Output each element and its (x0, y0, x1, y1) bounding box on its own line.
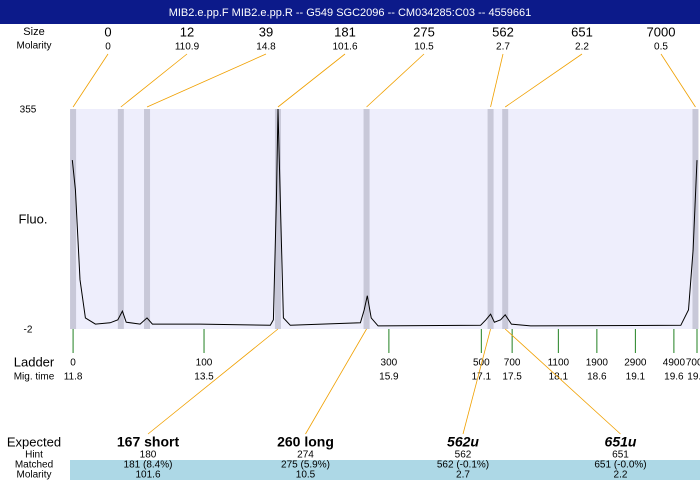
ladder-size: 300 (381, 358, 398, 369)
matched: 562 (-0.1%) (437, 460, 489, 471)
ladder-time: 11.8 (64, 372, 83, 383)
title-bar (0, 0, 700, 24)
hint: 562 (455, 450, 472, 461)
expected-label: 562u (447, 434, 479, 450)
peak-size: 0 (104, 24, 111, 39)
matched: 181 (8.4%) (124, 460, 173, 471)
peak-molarity: 10.5 (414, 42, 434, 53)
peak-band (274, 109, 281, 329)
expected-label: 167 short (117, 434, 180, 450)
peak-band (487, 109, 494, 329)
peak-band (117, 109, 124, 329)
ladder-size: 700 (504, 358, 521, 369)
row-label: Ladder (14, 354, 55, 369)
row-label: Matched (15, 460, 53, 471)
ladder-size: 100 (196, 358, 213, 369)
expected-link (462, 328, 491, 435)
ladder-size: 7000 (686, 358, 700, 369)
peak-molarity: 2.7 (496, 42, 510, 53)
hint: 180 (140, 450, 157, 461)
y-tick-label: -2 (24, 325, 33, 336)
peak-link (660, 53, 696, 108)
peak-size: 39 (259, 24, 273, 39)
row-label: Size (23, 26, 44, 38)
expected-molarity: 2.7 (456, 470, 470, 480)
title: MIB2.e.pp.F MIB2.e.pp.R -- G549 SGC2096 … (169, 7, 532, 19)
peak-molarity: 110.9 (175, 42, 200, 53)
ladder-size: 0 (70, 358, 76, 369)
ladder-size: 4900 (663, 358, 686, 369)
hint: 274 (297, 450, 314, 461)
peak-band (144, 109, 151, 329)
peak-size: 275 (413, 24, 435, 39)
expected-molarity: 2.2 (614, 470, 628, 480)
row-label: Expected (7, 434, 61, 449)
peak-size: 562 (492, 24, 514, 39)
y-tick-label: 355 (20, 105, 37, 116)
peak-molarity: 14.8 (256, 42, 276, 53)
expected-molarity: 101.6 (135, 470, 160, 480)
peak-band (692, 109, 699, 329)
row-label: Molarity (16, 470, 51, 480)
expected-link (305, 328, 367, 435)
peak-link (504, 53, 583, 108)
ladder-time: 18.6 (587, 372, 607, 383)
ladder-time: 19.9 (687, 372, 700, 383)
expected-label: 260 long (277, 434, 334, 450)
row-label: Fluo. (19, 211, 48, 226)
expected-link (504, 328, 621, 435)
peak-link (277, 53, 346, 108)
ladder-time: 19.6 (664, 372, 684, 383)
ladder-time: 13.5 (194, 372, 214, 383)
matched-band (70, 460, 700, 480)
row-label: Mig. time (14, 372, 55, 383)
peak-link (366, 53, 425, 108)
peak-molarity: 2.2 (575, 42, 589, 53)
row-label: Molarity (16, 41, 51, 52)
peak-molarity: 101.6 (332, 42, 357, 53)
trace (71, 108, 698, 327)
hint: 651 (612, 450, 629, 461)
ladder-time: 19.1 (626, 372, 646, 383)
ladder-time: 17.1 (472, 372, 492, 383)
ladder-size: 2900 (624, 358, 647, 369)
ladder-time: 17.5 (502, 372, 522, 383)
ladder-time: 15.9 (379, 372, 399, 383)
ladder-size: 1100 (548, 358, 570, 369)
peak-link (72, 53, 109, 108)
expected-label: 651u (605, 434, 637, 450)
peak-size: 12 (180, 24, 194, 39)
peak-band (70, 109, 77, 329)
peak-size: 651 (571, 24, 593, 39)
expected-molarity: 10.5 (296, 470, 316, 480)
ladder-size: 1900 (586, 358, 609, 369)
plot-area (70, 109, 697, 329)
row-label: Hint (25, 450, 43, 461)
matched: 651 (-0.0%) (594, 460, 646, 471)
peak-link (120, 53, 188, 108)
peak-band (363, 109, 370, 329)
matched: 275 (5.9%) (281, 460, 330, 471)
peak-size: 7000 (647, 24, 676, 39)
expected-link (147, 328, 279, 435)
peak-size: 181 (334, 24, 356, 39)
peak-molarity: 0.5 (654, 42, 668, 53)
peak-link (490, 53, 504, 108)
peak-band (502, 109, 509, 329)
peak-link (146, 53, 267, 108)
peak-molarity: 0 (105, 42, 111, 53)
